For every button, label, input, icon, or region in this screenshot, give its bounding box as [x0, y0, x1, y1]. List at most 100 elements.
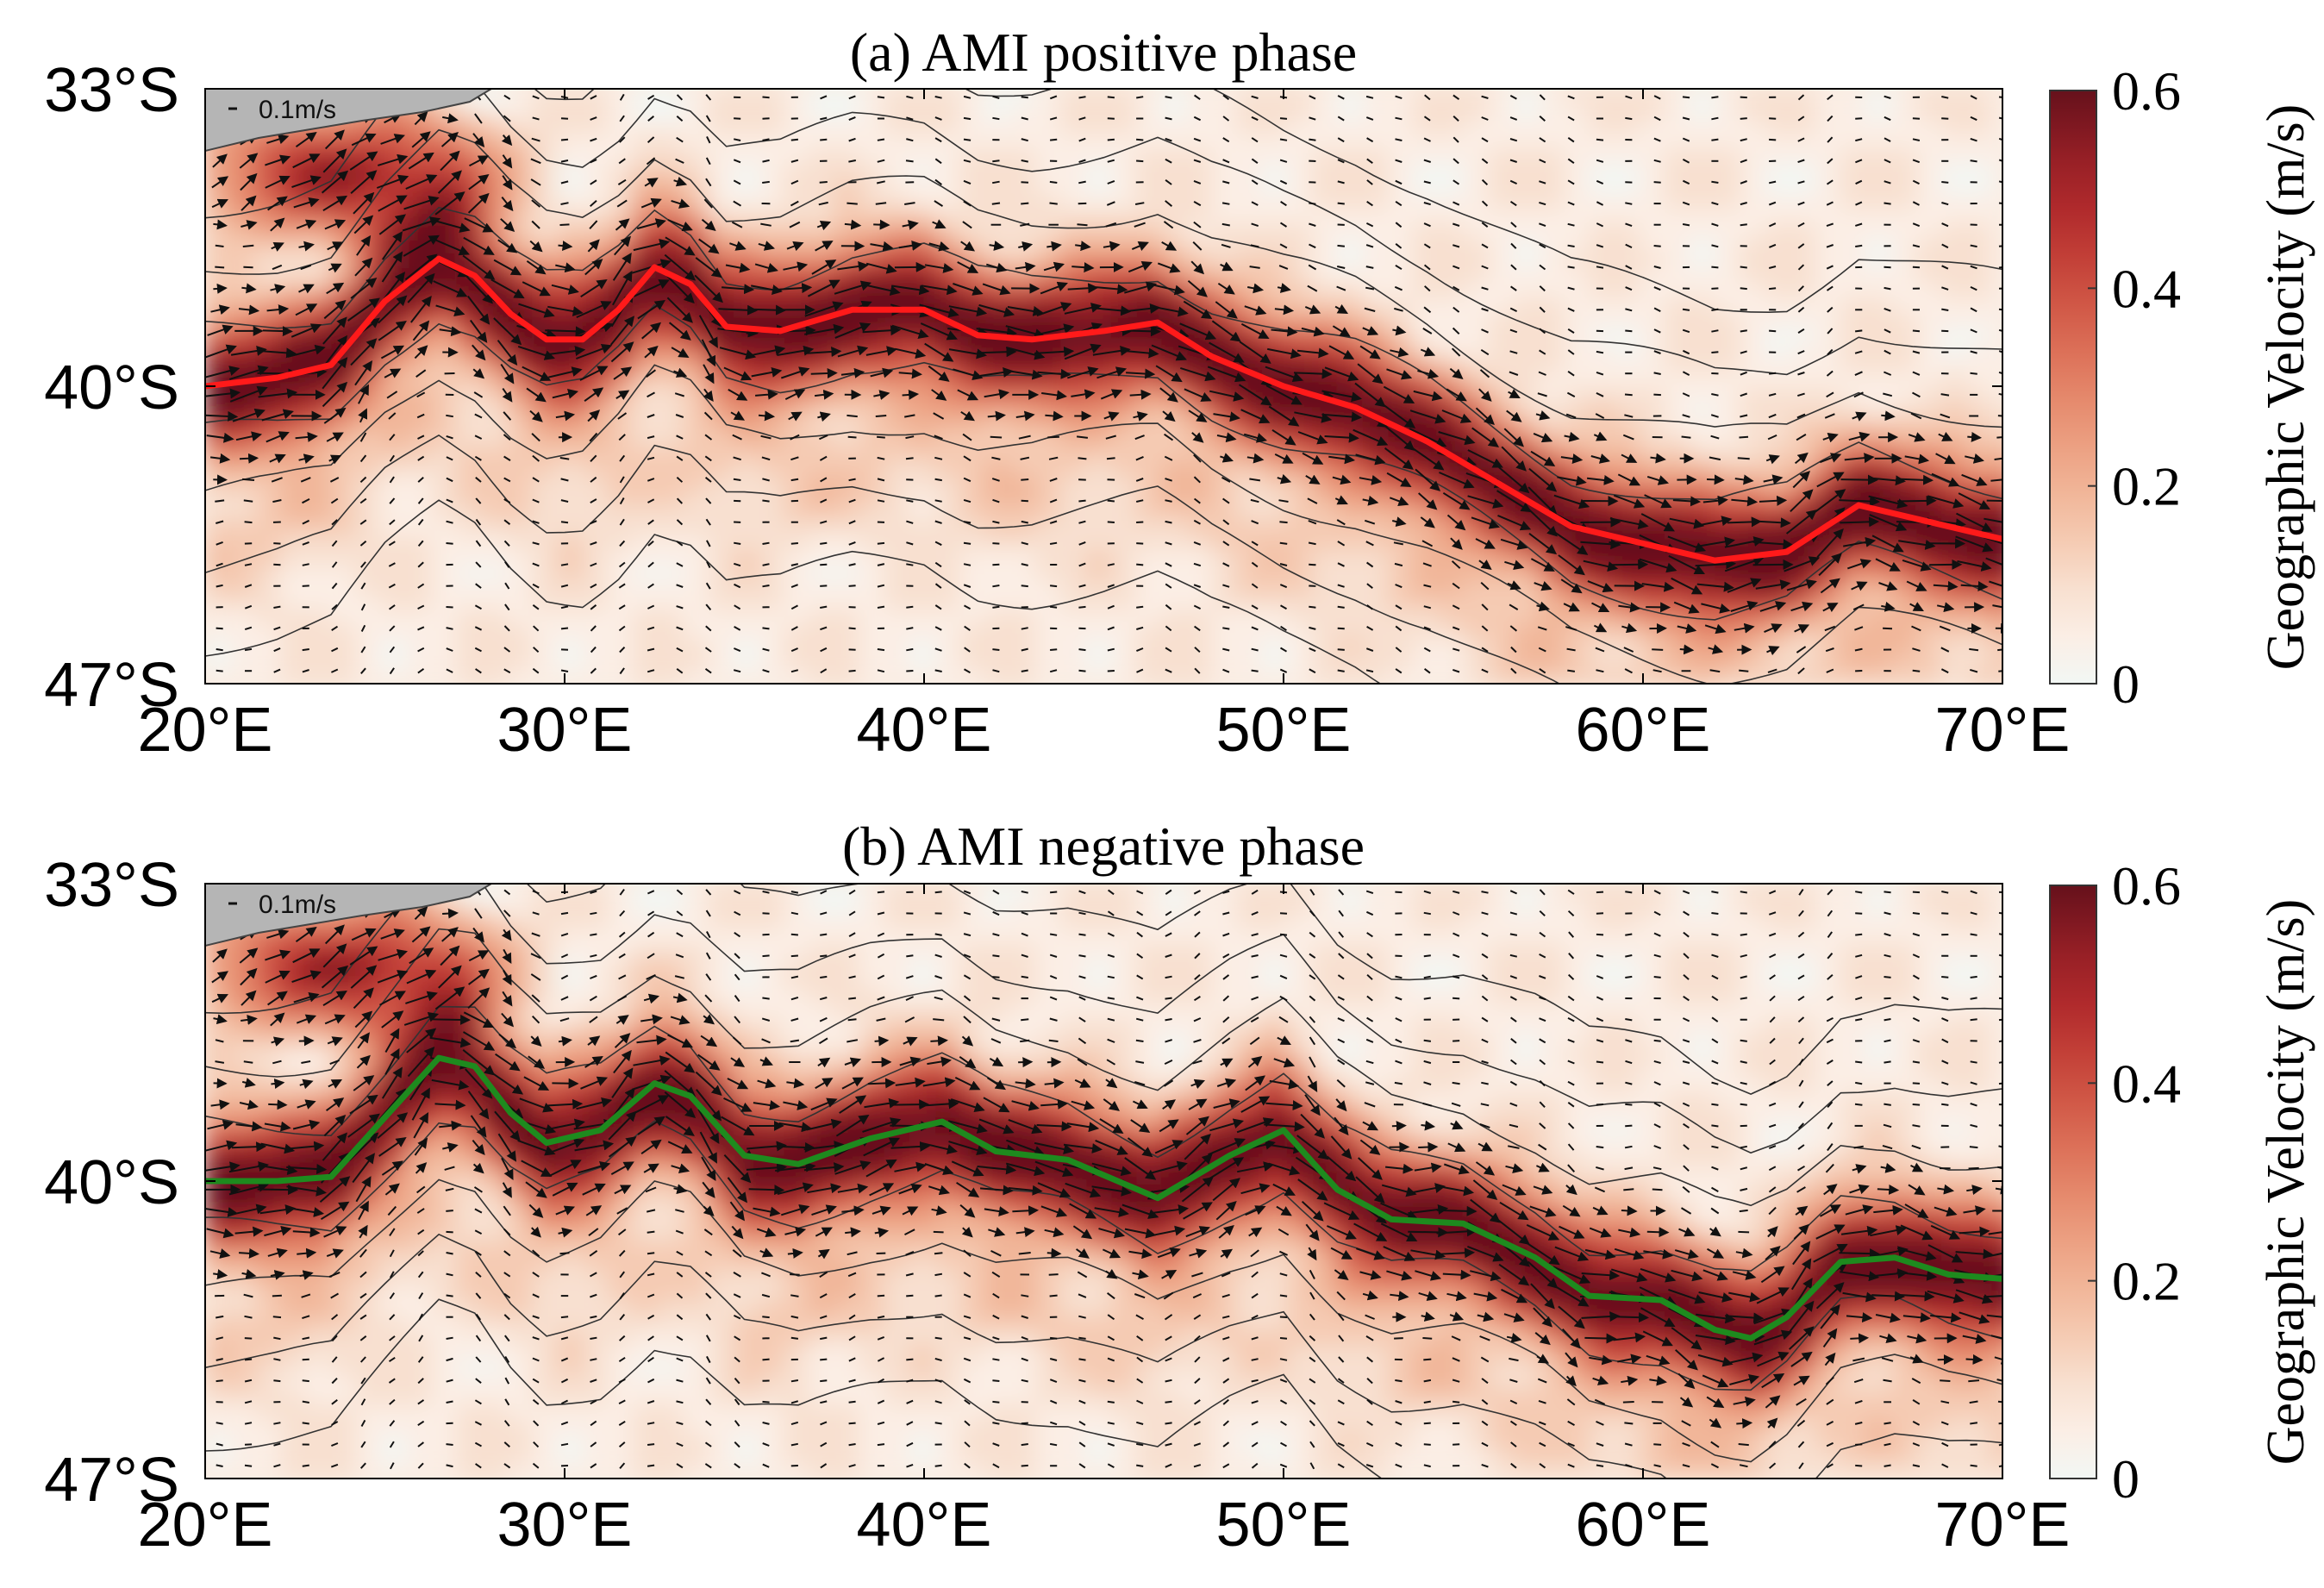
heat-cell — [205, 609, 232, 625]
heat-cell — [255, 267, 282, 284]
heat-cell — [1287, 579, 1314, 596]
heat-cell — [1035, 609, 1062, 625]
heat-cell — [809, 460, 835, 477]
velocity-arrow — [1682, 223, 1690, 227]
heat-cell — [1790, 668, 1817, 684]
heat-cell — [305, 958, 332, 974]
heat-cell — [1589, 118, 1615, 134]
heat-cell — [934, 490, 961, 506]
heat-cell — [1312, 549, 1339, 566]
heat-cell — [1765, 341, 1791, 358]
heat-cell — [280, 1329, 307, 1346]
heat-cell — [507, 341, 534, 358]
heat-cell — [507, 416, 534, 432]
heat-cell — [1161, 520, 1188, 536]
heat-cell — [909, 565, 936, 581]
velocity-arrow — [242, 244, 254, 247]
heat-cell — [1740, 327, 1766, 343]
heat-cell — [934, 549, 961, 566]
heat-cell — [1715, 341, 1741, 358]
heat-cell — [1915, 178, 1943, 194]
heat-cell — [305, 565, 332, 581]
velocity-arrow — [1653, 181, 1661, 184]
heat-cell — [1614, 609, 1640, 625]
heat-cell — [305, 208, 332, 224]
heat-cell — [1715, 178, 1741, 194]
heat-cell — [1513, 148, 1540, 165]
heat-cell — [959, 624, 986, 641]
heat-cell — [280, 192, 307, 209]
heat-cell — [1915, 192, 1943, 209]
heat-cell — [959, 460, 986, 477]
heat-cell — [683, 103, 709, 120]
heat-cell — [280, 475, 307, 491]
heat-cell — [1740, 163, 1766, 179]
heat-cell — [1186, 446, 1213, 462]
heat-cell — [1564, 163, 1590, 179]
heat-cell — [1690, 208, 1716, 224]
heat-cell — [784, 549, 810, 566]
heat-cell — [1865, 401, 1892, 417]
heat-cell — [1312, 297, 1339, 313]
heat-cell — [557, 535, 584, 551]
heat-cell — [759, 505, 785, 522]
heat-cell — [733, 446, 760, 462]
heat-cell — [1665, 282, 1691, 298]
heat-cell — [1715, 386, 1741, 403]
heat-cell — [834, 609, 860, 625]
heat-cell — [633, 89, 659, 105]
heat-cell — [834, 520, 860, 536]
heat-cell — [1539, 103, 1565, 120]
heat-cell — [582, 505, 609, 522]
heat-cell — [356, 416, 383, 432]
heat-cell — [431, 624, 458, 641]
heat-cell — [1236, 653, 1263, 670]
heat-cell — [859, 371, 886, 387]
heat-cell — [1136, 535, 1163, 551]
heat-cell — [1312, 282, 1339, 298]
heat-cell — [456, 416, 484, 432]
heat-cell — [658, 103, 684, 120]
velocity-arrow — [560, 117, 569, 120]
heat-cell — [305, 549, 332, 566]
heat-cell — [255, 311, 282, 328]
heat-cell — [1236, 178, 1263, 194]
heat-cell — [1362, 192, 1389, 209]
heat-cell — [1060, 668, 1087, 684]
heat-cell — [1991, 624, 2002, 641]
heat-cell — [859, 103, 886, 120]
heat-cell — [909, 133, 936, 149]
heat-cell — [356, 401, 383, 417]
heat-cell — [658, 475, 684, 491]
heat-cell — [557, 118, 584, 134]
heat-cell — [1085, 446, 1112, 462]
heat-cell — [1362, 208, 1389, 224]
heat-cell — [1790, 371, 1817, 387]
heat-cell — [431, 282, 458, 298]
heat-cell — [1287, 222, 1314, 239]
heat-cell — [381, 490, 408, 506]
heat-cell — [507, 89, 534, 105]
map-area — [205, 884, 2002, 1479]
heat-cell — [1060, 579, 1087, 596]
heat-cell — [1815, 327, 1842, 343]
heat-cell — [482, 89, 509, 105]
x-tick-label: 30°E — [497, 696, 633, 765]
heat-cell — [1639, 222, 1666, 239]
heat-cell — [280, 356, 307, 372]
heat-cell — [305, 1077, 332, 1093]
velocity-arrow — [1740, 96, 1747, 99]
heat-cell — [1110, 222, 1138, 239]
heat-cell — [205, 624, 232, 641]
heat-cell — [1110, 89, 1138, 105]
heat-cell — [1287, 311, 1314, 328]
heat-cell — [1991, 475, 2002, 491]
heat-cell — [1337, 594, 1364, 610]
heat-cell — [1488, 192, 1515, 209]
heat-cell — [608, 668, 634, 684]
heat-cell — [1790, 356, 1817, 372]
heat-cell — [1085, 430, 1112, 447]
heat-cell — [507, 535, 534, 551]
heat-cell — [1060, 252, 1087, 268]
heat-cell — [280, 505, 307, 522]
